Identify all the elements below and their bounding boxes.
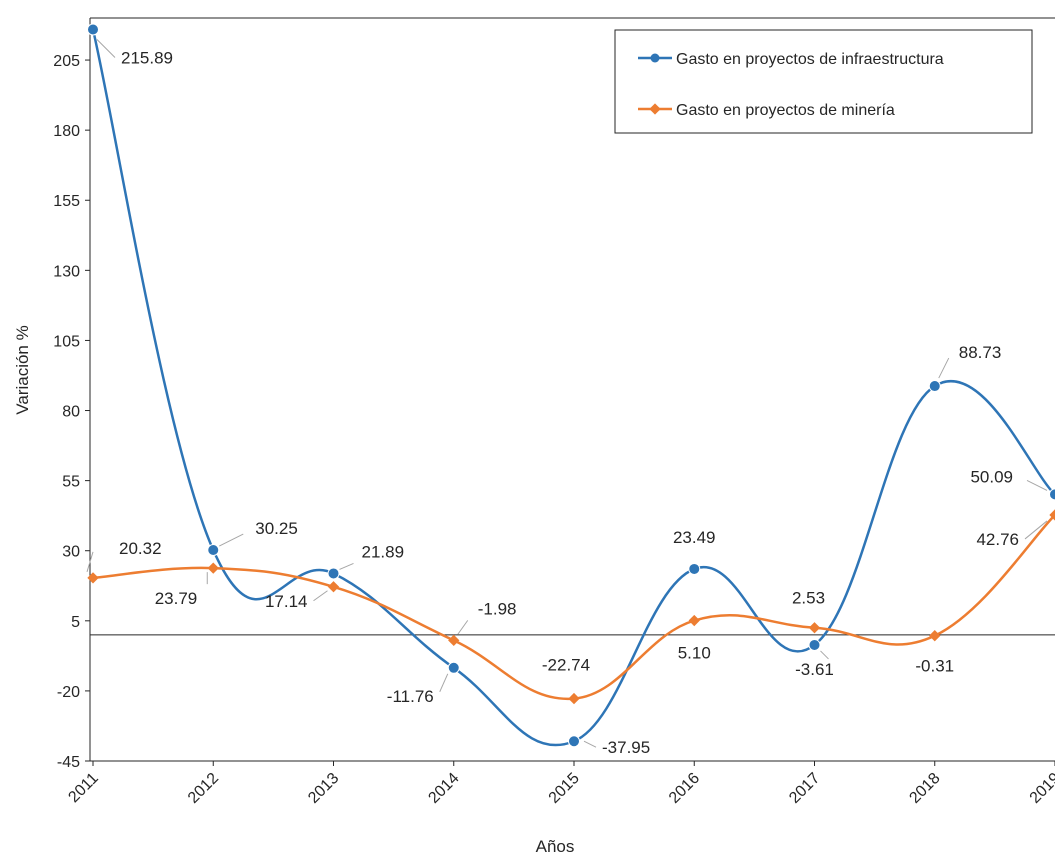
data-label: -22.74 (542, 656, 590, 675)
x-tick-label: 2013 (305, 770, 342, 807)
data-label: 5.10 (678, 644, 711, 663)
leader-line (96, 39, 116, 58)
data-label: 42.76 (976, 530, 1019, 549)
data-point (448, 634, 460, 647)
y-tick-label: 80 (62, 404, 80, 421)
legend-label-mineria: Gasto en proyectos de minería (676, 102, 895, 119)
data-point (568, 692, 580, 705)
x-tick-label: 2019 (1027, 770, 1055, 807)
data-point (327, 567, 340, 580)
data-label: -37.95 (602, 738, 650, 757)
y-tick-label: -20 (57, 684, 80, 701)
data-point (928, 380, 941, 393)
data-point (1049, 488, 1055, 501)
leader-line (1024, 520, 1048, 540)
data-label: 30.25 (255, 519, 298, 538)
y-tick-label: 130 (53, 263, 80, 280)
data-point (87, 572, 99, 584)
data-point (688, 562, 701, 575)
y-tick-label: 155 (53, 193, 80, 210)
data-label: -11.76 (387, 687, 434, 706)
leader-line (583, 740, 597, 748)
data-label: 50.09 (970, 467, 1013, 486)
x-tick-label: 2017 (786, 770, 823, 807)
data-point (207, 562, 219, 574)
y-tick-label: 205 (53, 53, 80, 70)
y-axis-ticks: 205 180 155 130 105 80 55 30 5 -20 -45 (53, 53, 90, 771)
x-axis-title: Años (536, 837, 575, 856)
x-tick-label: 2016 (666, 770, 703, 807)
data-label: 21.89 (362, 542, 405, 561)
leader-line (439, 673, 449, 693)
x-tick-label: 2018 (906, 770, 943, 807)
data-label: -1.98 (478, 599, 517, 618)
y-tick-label: 5 (71, 614, 80, 631)
data-point (1049, 509, 1055, 521)
data-label: 23.79 (155, 589, 198, 608)
data-label: 20.32 (119, 539, 162, 558)
x-tick-label: 2014 (425, 770, 462, 807)
legend: Gasto en proyectos de infraestructura Ga… (614, 29, 1033, 134)
y-tick-label: 180 (53, 123, 80, 140)
series-line-0 (91, 29, 1055, 747)
leader-line (313, 590, 328, 602)
data-label: 215.89 (121, 49, 173, 68)
leader-line (219, 533, 244, 547)
data-point (808, 622, 821, 634)
data-label: 88.73 (959, 343, 1002, 362)
data-label: 23.49 (673, 528, 716, 547)
data-point (447, 661, 460, 674)
data-point (808, 638, 821, 651)
plot-area (89, 17, 1055, 762)
leader-line (339, 562, 354, 570)
leader-line (457, 620, 469, 635)
y-tick-label: 105 (53, 333, 80, 350)
leader-line (938, 357, 950, 379)
y-tick-label: 55 (62, 474, 80, 491)
data-point (207, 544, 220, 557)
leader-line (1026, 479, 1048, 491)
data-labels: 215.89 30.25 21.89 -11.76 -37.95 23.49 -3.61 88… (86, 39, 1048, 757)
data-label: 17.14 (265, 592, 308, 611)
x-tick-label: 2011 (65, 770, 101, 806)
x-tick-label: 2012 (185, 770, 222, 807)
x-tick-label: 2015 (546, 770, 583, 807)
legend-marker-infraestructura (650, 53, 660, 63)
data-point (688, 614, 700, 627)
data-point (929, 630, 941, 642)
leader-line (86, 551, 94, 573)
y-tick-label: -45 (57, 754, 80, 771)
data-point (87, 23, 99, 36)
leader-line (820, 650, 829, 660)
legend-label-infraestructura: Gasto en proyectos de infraestructura (676, 51, 944, 68)
data-point (568, 735, 580, 748)
series-layer (87, 23, 1055, 748)
legend-box (614, 29, 1033, 134)
x-axis-ticks: 2011 2012 2013 2014 2015 2016 2017 2018 2019 (65, 761, 1055, 807)
y-axis-title: Variación % (13, 325, 32, 414)
data-point (327, 581, 340, 593)
data-label: -0.31 (915, 657, 954, 676)
data-label: 2.53 (792, 589, 825, 608)
y-tick-label: 30 (62, 544, 80, 561)
data-label: -3.61 (795, 660, 834, 679)
